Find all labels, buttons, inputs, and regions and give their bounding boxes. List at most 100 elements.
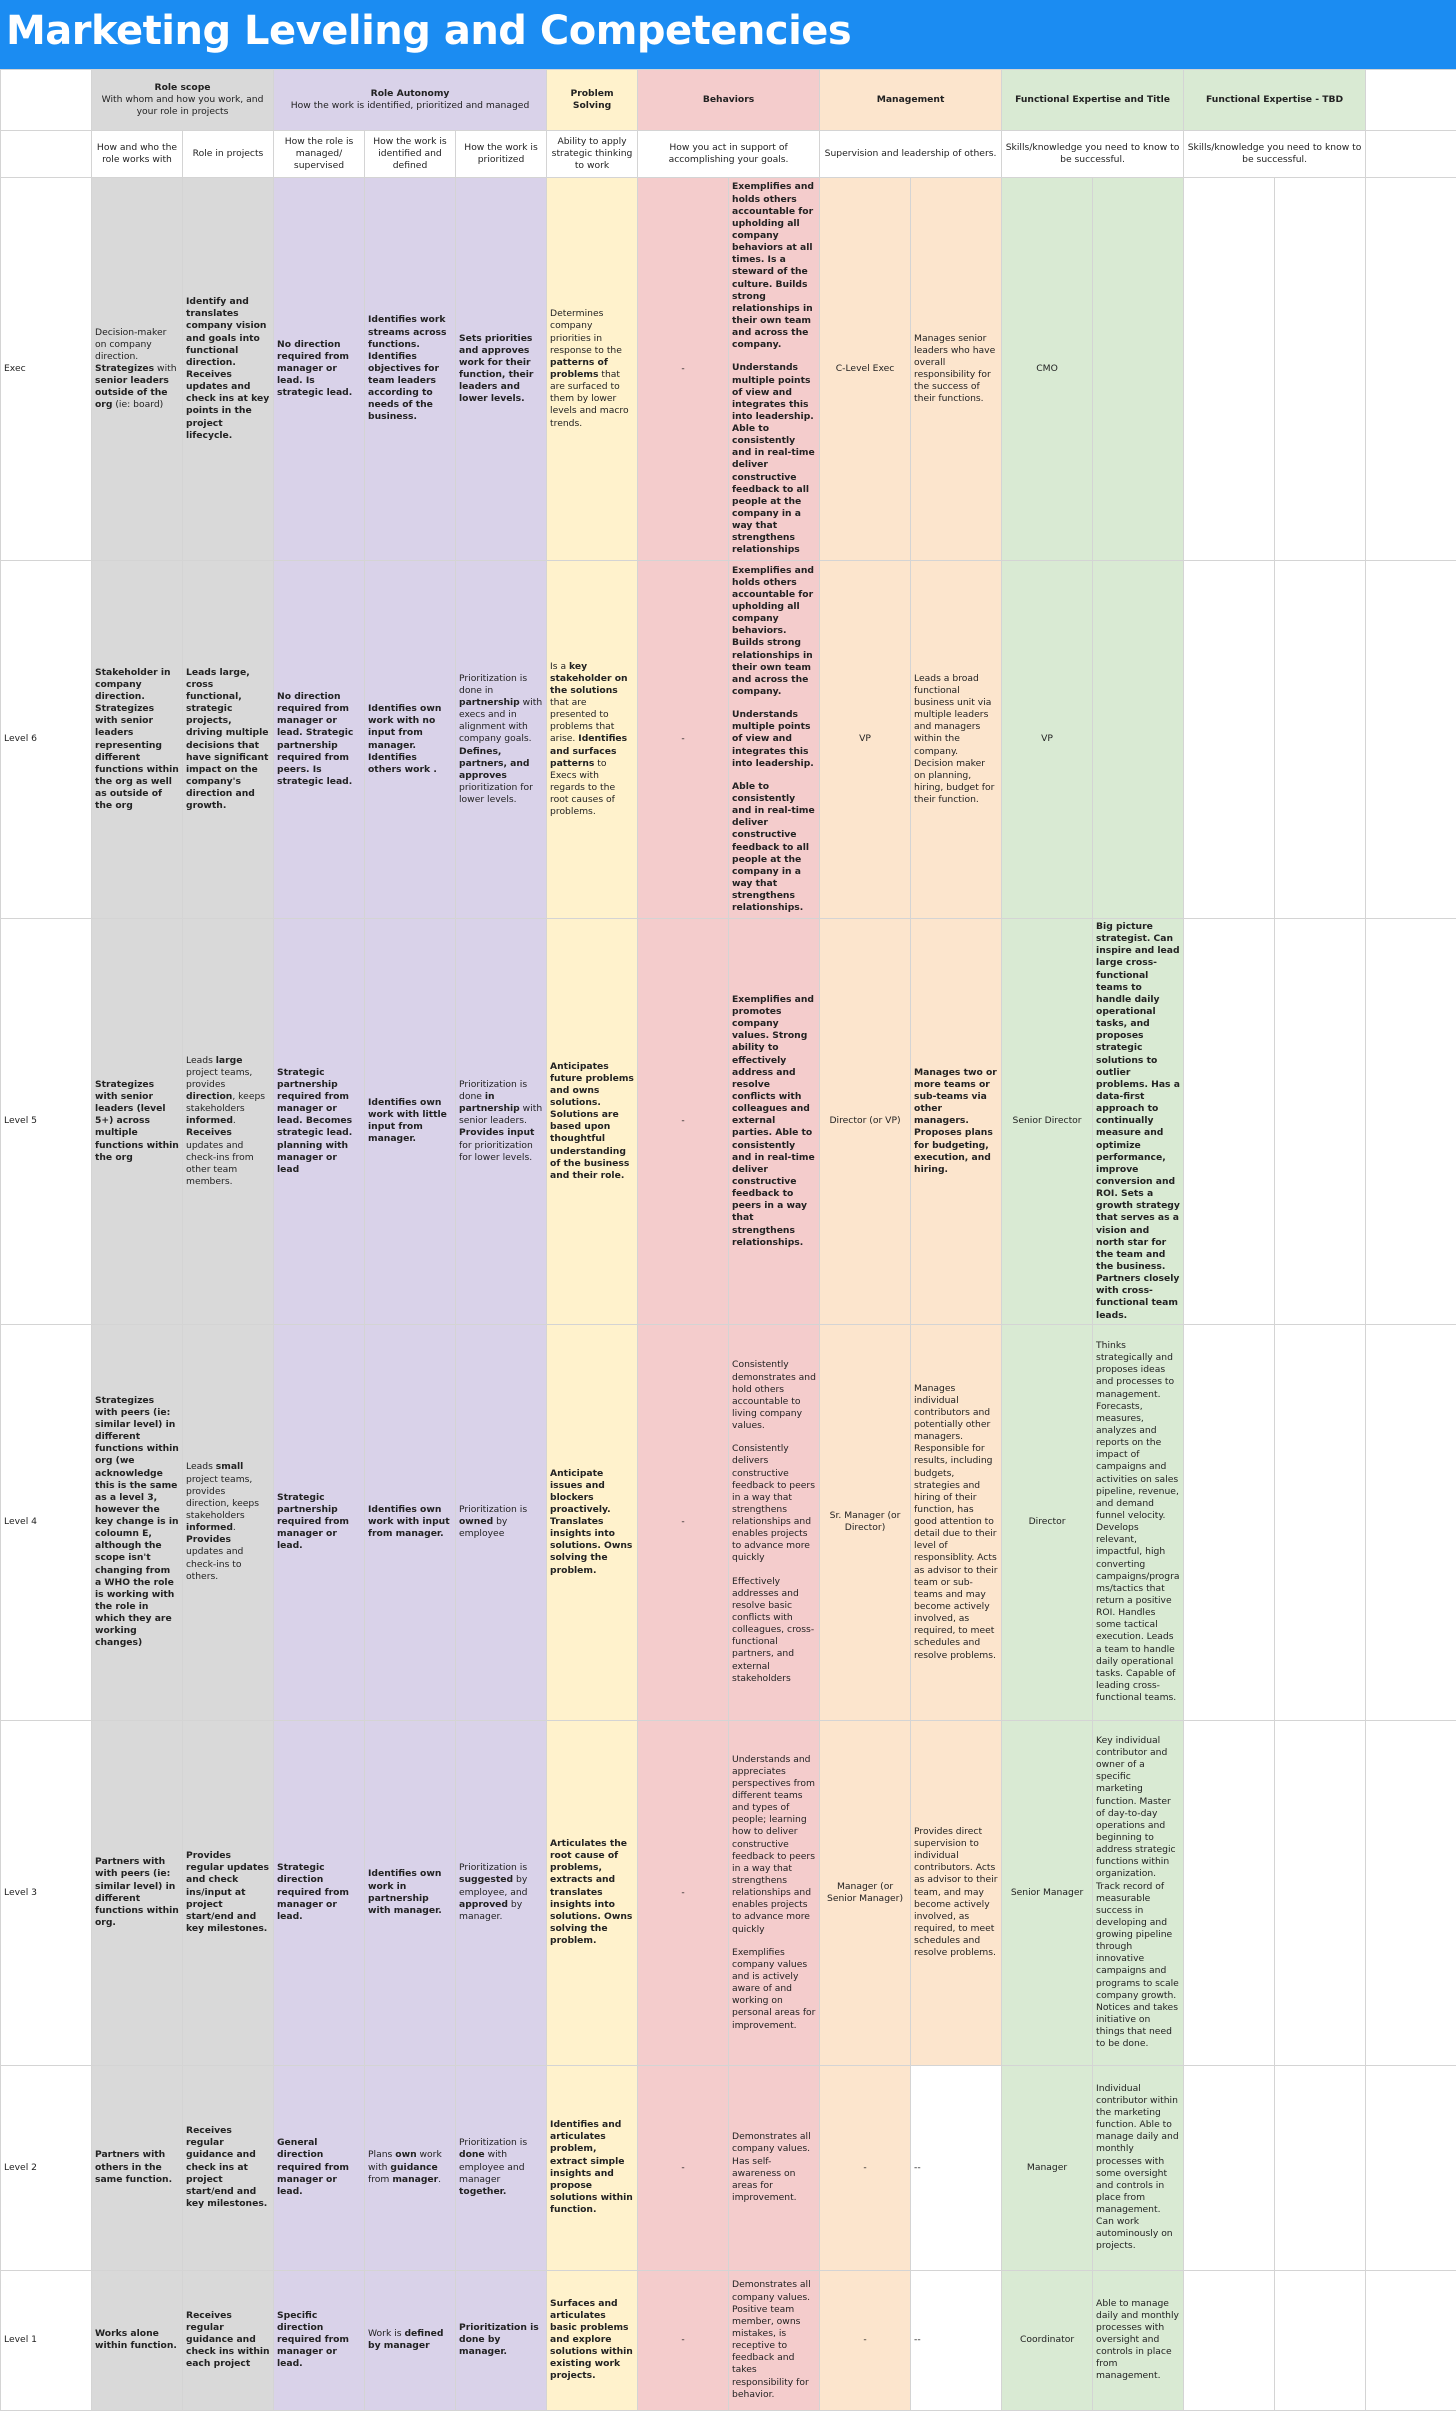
behaviors-dash-cell: - [638, 2065, 729, 2270]
functional-desc-cell [1093, 561, 1184, 919]
behaviors-cell: Exemplifies and holds others accountable… [729, 561, 820, 919]
subheader-managed: How the role is managed/ supervised [274, 131, 365, 178]
subheader-role-projects: Role in projects [183, 131, 274, 178]
role-projects-cell: Identify and translates company vision a… [183, 178, 274, 561]
prioritized-cell: Prioritization is suggested by employee,… [456, 1720, 547, 2065]
identified-cell: Identifies work streams across functions… [365, 178, 456, 561]
role-projects-cell: Receives regular guidance and check ins … [183, 2065, 274, 2270]
level-label: Level 5 [1, 919, 92, 1325]
functional-desc-cell [1093, 178, 1184, 561]
with-whom-cell: Strategizes with peers (ie: similar leve… [92, 1324, 183, 1720]
empty-cell [1366, 2270, 1456, 2410]
empty-cell [1366, 561, 1456, 919]
empty-cell [1366, 1324, 1456, 1720]
header-empty-cell [1, 70, 92, 131]
problem-solving-cell: Articulates the root cause of problems, … [547, 1720, 638, 2065]
functional-tbd-cell [1275, 178, 1366, 561]
subheader-problem-solving: Ability to apply strategic thinking to w… [547, 131, 638, 178]
management-desc-cell: Manages senior leaders who have overall … [911, 178, 1002, 561]
level-label: Level 1 [1, 2270, 92, 2410]
problem-solving-cell: Anticipate issues and blockers proactive… [547, 1324, 638, 1720]
prioritized-cell: Prioritization is done in partnership wi… [456, 919, 547, 1325]
functional-tbd-cell [1275, 2065, 1366, 2270]
functional-tbd-cell [1184, 919, 1275, 1325]
managed-cell: Strategic partnership required from mana… [274, 1324, 365, 1720]
identified-cell: Identifies own work with little input fr… [365, 919, 456, 1325]
header-role-autonomy: Role Autonomy How the work is identified… [274, 70, 547, 131]
managed-cell: Specific direction required from manager… [274, 2270, 365, 2410]
functional-tbd-cell [1275, 2270, 1366, 2410]
functional-desc-cell: Individual contributor within the market… [1093, 2065, 1184, 2270]
functional-tbd-cell [1184, 178, 1275, 561]
subheader-empty-cell [1, 131, 92, 178]
management-title-cell: Director (or VP) [820, 919, 911, 1325]
behaviors-dash-cell: - [638, 2270, 729, 2410]
problem-solving-cell: Is a key stakeholder on the solutions th… [547, 561, 638, 919]
problem-solving-cell: Anticipates future problems and owns sol… [547, 919, 638, 1325]
subheader-management: Supervision and leadership of others. [820, 131, 1002, 178]
with-whom-cell: Decision-maker on company direction. Str… [92, 178, 183, 561]
management-title-cell: - [820, 2065, 911, 2270]
functional-desc-cell: Big picture strategist. Can inspire and … [1093, 919, 1184, 1325]
identified-cell: Identifies own work in partnership with … [365, 1720, 456, 2065]
management-desc-cell: Provides direct supervision to individua… [911, 1720, 1002, 2065]
functional-title-cell: Manager [1002, 2065, 1093, 2270]
header-functional-tbd: Functional Expertise - TBD [1184, 70, 1366, 131]
functional-title-cell: CMO [1002, 178, 1093, 561]
subheader-functional-tbd: Skills/knowledge you need to know to be … [1184, 131, 1366, 178]
role-projects-cell: Provides regular updates and check ins/i… [183, 1720, 274, 2065]
problem-solving-cell: Identifies and articulates problem, extr… [547, 2065, 638, 2270]
behaviors-cell: Exemplifies and promotes company values.… [729, 919, 820, 1325]
management-title-cell: Manager (or Senior Manager) [820, 1720, 911, 2065]
role-projects-cell: Leads large project teams, provides dire… [183, 919, 274, 1325]
with-whom-cell: Partners with with peers (ie: similar le… [92, 1720, 183, 2065]
with-whom-cell: Partners with others in the same functio… [92, 2065, 183, 2270]
behaviors-cell: Demonstrates all company values. Positiv… [729, 2270, 820, 2410]
functional-tbd-cell [1184, 561, 1275, 919]
subheader-empty-cell [1366, 131, 1456, 178]
identified-cell: Work is defined by manager [365, 2270, 456, 2410]
behaviors-dash-cell: - [638, 919, 729, 1325]
page-title: Marketing Leveling and Competencies [6, 8, 851, 54]
functional-tbd-cell [1184, 1324, 1275, 1720]
managed-cell: No direction required from manager or le… [274, 561, 365, 919]
management-title-cell: VP [820, 561, 911, 919]
managed-cell: General direction required from manager … [274, 2065, 365, 2270]
empty-cell [1366, 2065, 1456, 2270]
functional-title-cell: Senior Director [1002, 919, 1093, 1325]
management-desc-cell: Leads a broad functional business unit v… [911, 561, 1002, 919]
header-row: Role scope With whom and how you work, a… [1, 70, 1456, 131]
level-label: Level 6 [1, 561, 92, 919]
subheader-row: How and who the role works with Role in … [1, 131, 1456, 178]
functional-title-cell: VP [1002, 561, 1093, 919]
management-title-cell: - [820, 2270, 911, 2410]
competency-table: Role scope With whom and how you work, a… [0, 69, 1456, 2411]
functional-title-cell: Senior Manager [1002, 1720, 1093, 2065]
identified-cell: Plans own work with guidance from manage… [365, 2065, 456, 2270]
role-projects-cell: Leads large, cross functional, strategic… [183, 561, 274, 919]
management-desc-cell: Manages two or more teams or sub-teams v… [911, 919, 1002, 1325]
header-behaviors: Behaviors [638, 70, 820, 131]
subheader-functional-title: Skills/knowledge you need to know to be … [1002, 131, 1184, 178]
behaviors-cell: Exemplifies and holds others accountable… [729, 178, 820, 561]
managed-cell: Strategic direction required from manage… [274, 1720, 365, 2065]
role-projects-cell: Leads small project teams, provides dire… [183, 1324, 274, 1720]
management-desc-cell: -- [911, 2065, 1002, 2270]
level-label: Level 2 [1, 2065, 92, 2270]
behaviors-dash-cell: - [638, 178, 729, 561]
problem-solving-cell: Surfaces and articulates basic problems … [547, 2270, 638, 2410]
functional-title-cell: Coordinator [1002, 2270, 1093, 2410]
managed-cell: Strategic partnership required from mana… [274, 919, 365, 1325]
functional-tbd-cell [1184, 2270, 1275, 2410]
functional-tbd-cell [1275, 1324, 1366, 1720]
behaviors-cell: Demonstrates all company values. Has sel… [729, 2065, 820, 2270]
behaviors-cell: Understands and appreciates perspectives… [729, 1720, 820, 2065]
functional-desc-cell: Able to manage daily and monthly process… [1093, 2270, 1184, 2410]
header-problem-solving: Problem Solving [547, 70, 638, 131]
header-role-scope: Role scope With whom and how you work, a… [92, 70, 274, 131]
management-desc-cell: -- [911, 2270, 1002, 2410]
